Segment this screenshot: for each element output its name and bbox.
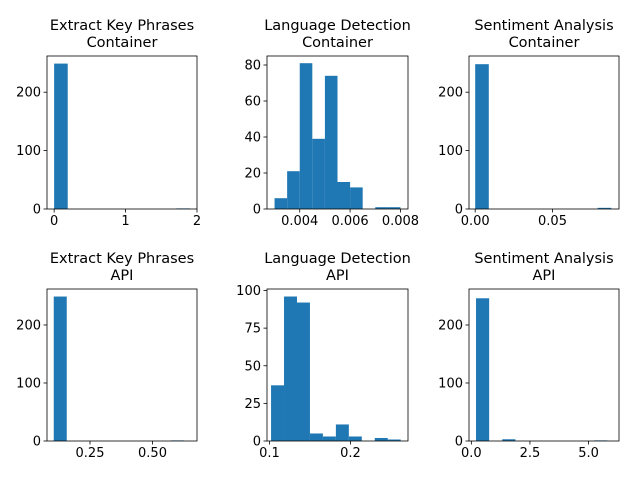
histogram-bar: [475, 64, 489, 210]
y-tick-label: 100: [16, 144, 41, 159]
histogram-bar: [53, 296, 67, 441]
subplot-title-line: Sentiment Analysis: [474, 18, 613, 34]
subplot-title-line: Extract Key Phrases: [50, 18, 194, 34]
x-tick-label: 1: [121, 214, 129, 229]
y-tick-label: 80: [244, 59, 261, 74]
y-tick-label: 200: [16, 318, 41, 333]
x-tick-label: 2.5: [520, 446, 541, 461]
y-tick-label: 100: [438, 144, 463, 159]
histogram-bar: [309, 433, 323, 441]
x-tick-label: 0.0: [461, 446, 482, 461]
histogram-bar: [324, 75, 338, 209]
y-tick-label: 100: [236, 284, 261, 299]
subplot-title-line: API: [533, 268, 556, 284]
histogram-bar: [350, 187, 363, 209]
y-tick-label: 25: [244, 397, 261, 412]
subplot-title-line: Container: [87, 35, 158, 51]
y-tick-label: 40: [244, 131, 261, 146]
histogram-bar: [337, 182, 351, 209]
histogram-bar: [284, 296, 297, 441]
x-tick-label: 2: [193, 214, 201, 229]
subplot-title-line: Container: [302, 35, 373, 51]
subplot-title-line: Language Detection: [264, 251, 411, 267]
y-tick-label: 75: [244, 322, 261, 337]
histogram-bar: [387, 207, 401, 209]
histogram-bar: [296, 302, 310, 441]
subplot-title-line: API: [326, 268, 349, 284]
subplot-title-line: Language Detection: [264, 18, 411, 34]
y-tick-label: 200: [438, 86, 463, 101]
histogram-bar: [502, 439, 516, 441]
x-tick-label: 0.00: [461, 214, 490, 229]
y-tick-label: 0: [33, 203, 41, 218]
x-tick-label: 5.0: [578, 446, 599, 461]
histogram-bar: [348, 436, 362, 441]
y-tick-label: 200: [438, 318, 463, 333]
x-tick-label: 0.1: [259, 446, 280, 461]
histogram-bar: [54, 63, 68, 210]
y-tick-label: 100: [16, 376, 41, 391]
histogram-bar: [387, 439, 401, 441]
histogram-bar: [335, 424, 349, 441]
x-tick-label: 0: [50, 214, 58, 229]
y-tick-label: 0: [455, 435, 463, 450]
x-tick-label: 0.50: [138, 446, 167, 461]
axes-frame: [266, 55, 409, 210]
y-tick-label: 0: [253, 203, 261, 218]
y-tick-label: 0: [253, 435, 261, 450]
x-tick-label: 0.008: [382, 214, 419, 229]
x-tick-label: 0.2: [340, 446, 361, 461]
x-tick-label: 0.05: [538, 214, 567, 229]
histogram-bar: [274, 198, 288, 209]
histogram-bar: [287, 171, 300, 209]
histogram-bar: [476, 298, 490, 441]
y-tick-label: 0: [33, 435, 41, 450]
subplot-title-line: API: [111, 268, 134, 284]
subplot-title-line: Sentiment Analysis: [474, 251, 613, 267]
axes-frame: [46, 288, 198, 442]
histogram-bar: [375, 207, 388, 209]
histogram-bar: [322, 436, 336, 441]
histogram-bar: [299, 63, 313, 210]
x-tick-label: 0.004: [281, 214, 318, 229]
histogram-bar: [271, 385, 285, 441]
subplot-title-line: Extract Key Phrases: [50, 251, 194, 267]
axes-frame: [46, 55, 198, 210]
x-tick-label: 0.25: [76, 446, 105, 461]
y-tick-label: 60: [244, 95, 261, 110]
axes-frame: [468, 55, 620, 210]
y-tick-label: 50: [244, 359, 261, 374]
histogram-bar: [312, 138, 325, 209]
subplot-3: 0.00 0.05 0 100 200 Sentiment AnalysisContain…: [438, 18, 620, 229]
y-tick-label: 200: [16, 86, 41, 101]
subplot-2: 0.004 0.006 0.008 0 20 40 60 80 Language Detecti…: [244, 18, 419, 229]
y-tick-label: 20: [244, 167, 261, 182]
y-tick-label: 0: [455, 203, 463, 218]
axes-frame: [266, 288, 409, 442]
histogram-bar: [597, 207, 612, 209]
axes-frame: [468, 288, 620, 442]
subplot-title-line: Container: [509, 35, 580, 51]
y-tick-label: 100: [438, 376, 463, 391]
x-tick-label: 0.006: [331, 214, 368, 229]
histogram-bar: [374, 437, 388, 441]
